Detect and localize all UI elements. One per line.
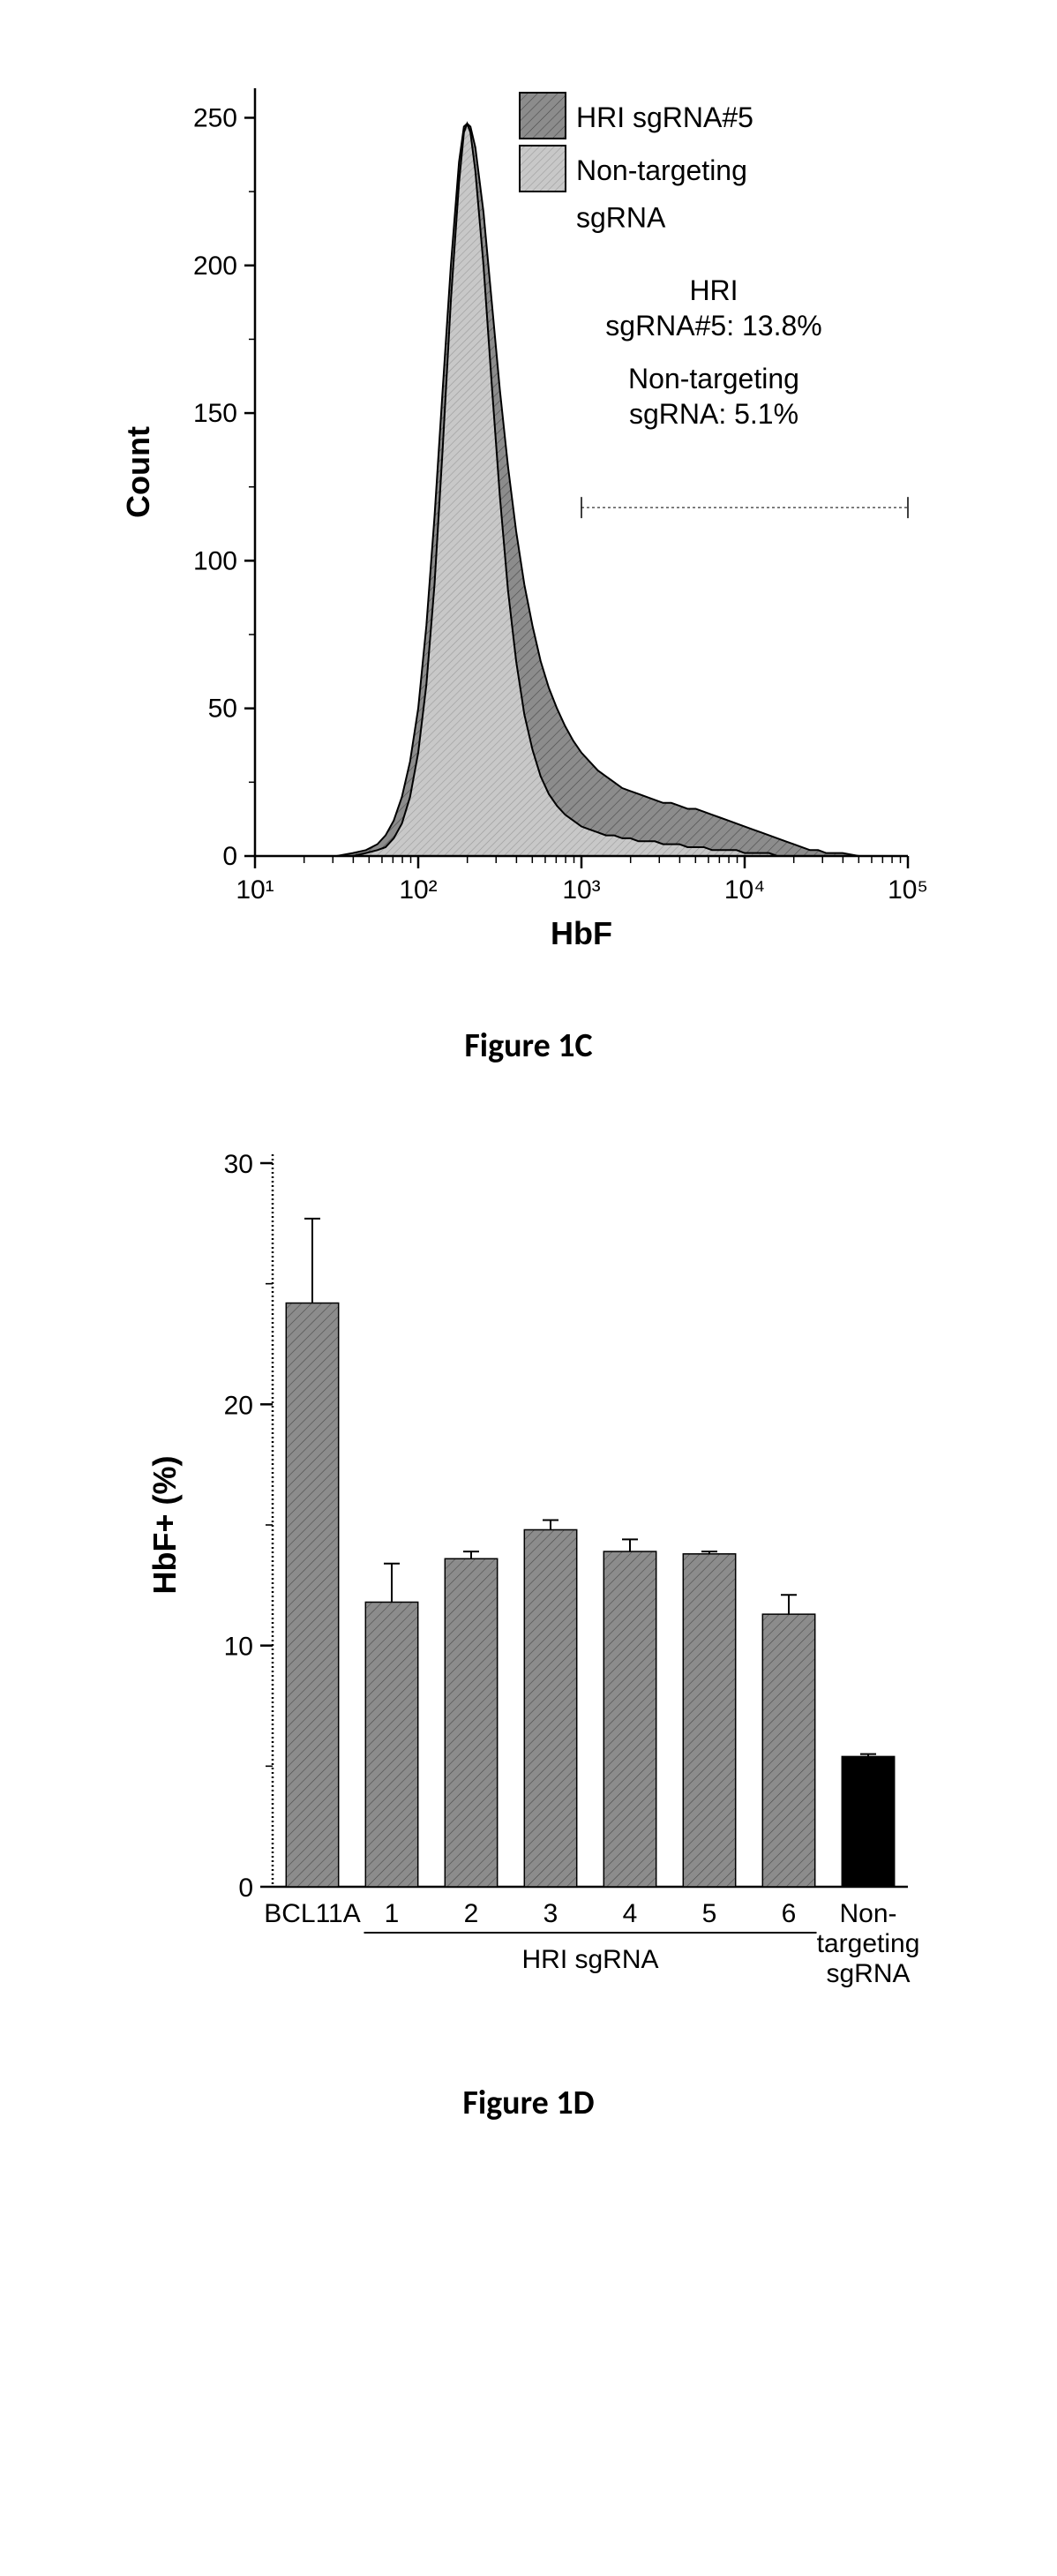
svg-text:HbF+ (%): HbF+ (%) (146, 1456, 183, 1595)
svg-text:1: 1 (385, 1899, 400, 1928)
svg-text:HRI sgRNA: HRI sgRNA (521, 1945, 658, 1974)
svg-text:sgRNA#5: 13.8%: sgRNA#5: 13.8% (605, 310, 821, 342)
figure-1c-title: Figure 1C (35, 1025, 1022, 1066)
svg-text:250: 250 (193, 103, 237, 132)
svg-text:10¹: 10¹ (236, 875, 274, 905)
svg-text:30: 30 (224, 1150, 253, 1179)
svg-text:Count: Count (120, 426, 156, 518)
svg-text:150: 150 (193, 399, 237, 428)
svg-text:5: 5 (702, 1899, 717, 1928)
svg-text:Non-: Non- (839, 1899, 896, 1928)
svg-text:3: 3 (543, 1899, 558, 1928)
svg-text:HRI sgRNA#5: HRI sgRNA#5 (576, 101, 753, 133)
svg-text:HRI: HRI (689, 274, 738, 306)
fig1c-svg: 0 50 100 150 200 250 10¹ 10² 10³ 10⁴ 10⁵ HbF Count HR… (96, 35, 961, 1015)
figure-1d: 0 10 20 30 HbF+ (%) BCL11A 1 2 3 4 5 6 Non-targeting… (35, 1119, 1022, 2123)
svg-text:0: 0 (222, 842, 237, 871)
svg-text:50: 50 (208, 695, 237, 724)
svg-text:0: 0 (238, 1874, 253, 1903)
svg-text:Non-targeting: Non-targeting (576, 154, 747, 186)
fig1d-svg: 0 10 20 30 HbF+ (%) BCL11A 1 2 3 4 5 6 Non-targeting… (96, 1119, 961, 2072)
svg-text:targeting: targeting (817, 1929, 920, 1958)
svg-text:10²: 10² (399, 875, 437, 905)
svg-text:sgRNA: sgRNA (826, 1959, 910, 1988)
figure-1d-title: Figure 1D (35, 2083, 1022, 2123)
svg-text:100: 100 (193, 546, 237, 575)
svg-text:10⁴: 10⁴ (724, 875, 765, 905)
svg-text:HbF: HbF (551, 915, 612, 951)
svg-text:10³: 10³ (562, 875, 600, 905)
svg-text:BCL11A: BCL11A (264, 1899, 361, 1928)
svg-text:10⁵: 10⁵ (888, 875, 928, 905)
svg-text:20: 20 (224, 1391, 253, 1420)
svg-text:sgRNA: sgRNA (576, 201, 666, 233)
svg-text:2: 2 (464, 1899, 479, 1928)
figure-1c: 0 50 100 150 200 250 10¹ 10² 10³ 10⁴ 10⁵ HbF Count HR… (35, 35, 1022, 1066)
svg-text:6: 6 (782, 1899, 797, 1928)
svg-text:200: 200 (193, 252, 237, 281)
svg-text:4: 4 (623, 1899, 638, 1928)
svg-text:Non-targeting: Non-targeting (628, 363, 799, 394)
svg-text:sgRNA: 5.1%: sgRNA: 5.1% (629, 398, 798, 430)
svg-text:10: 10 (224, 1633, 253, 1662)
